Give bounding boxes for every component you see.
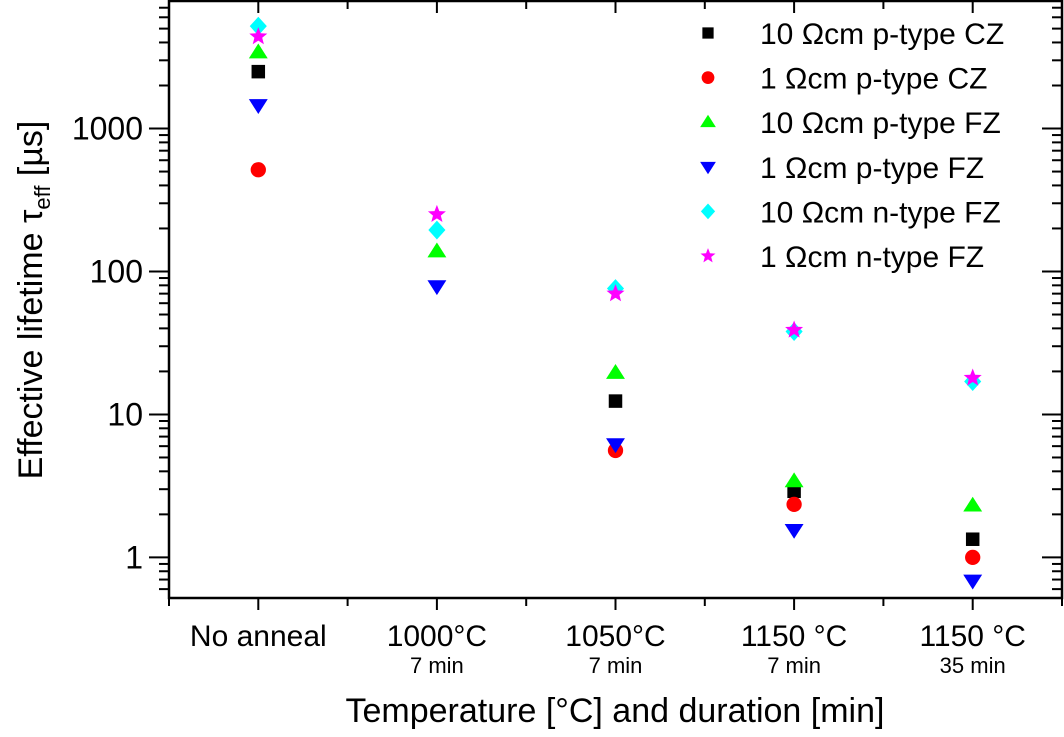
data-point-triangle-up: [784, 472, 804, 488]
x-tick-label: 1150 °C: [919, 620, 1026, 653]
data-point-triangle-down: [784, 523, 804, 539]
data-point-triangle-down: [248, 99, 268, 115]
legend-marker-circle: [701, 71, 715, 84]
data-point-triangle-down: [963, 574, 983, 590]
data-point-square: [787, 484, 801, 499]
data-point-triangle-down: [427, 280, 447, 296]
legend-marker-triangle-up: [700, 114, 716, 128]
data-point-star: [606, 284, 625, 302]
series-0: [251, 64, 980, 546]
legend-marker-diamond: [700, 203, 716, 220]
data-point-triangle-down: [606, 438, 625, 454]
y-axis-label: Effective lifetime τeff [µs]: [12, 121, 55, 480]
series-2: [248, 43, 983, 512]
series-3: [248, 99, 983, 590]
y-tick-label: 1000: [72, 111, 143, 147]
x-tick-label: No anneal: [190, 620, 327, 653]
y-axis-label-main: Effective lifetime τ: [12, 209, 50, 479]
x-tick-sublabel: 7 min: [589, 653, 643, 678]
legend-entry: 10 Ωcm p-type CZ: [702, 18, 1004, 51]
legend: 10 Ωcm p-type CZ 1 Ωcm p-type CZ 10 Ωcm p-…: [700, 18, 1004, 274]
legend-marker-square: [702, 27, 714, 39]
y-axis-label-unit: [µs]: [12, 121, 50, 186]
data-point-triangle-up: [427, 242, 447, 258]
data-point-star: [249, 27, 268, 45]
legend-label: 1 Ωcm n-type FZ: [760, 241, 984, 274]
x-tick-label: 1050°C: [565, 620, 665, 653]
data-point-triangle-up: [248, 43, 268, 59]
data-point-star: [963, 368, 982, 386]
data-point-star: [427, 204, 446, 222]
legend-marker-star: [700, 248, 716, 263]
y-tick-label: 1: [125, 539, 143, 575]
y-tick-label: 100: [90, 253, 143, 289]
data-point-square: [251, 64, 266, 79]
legend-entry: 10 Ωcm p-type FZ: [700, 107, 1001, 140]
data-point-star: [785, 320, 804, 338]
y-axis-label-sub: eff: [30, 185, 55, 210]
y-tick-label: 10: [107, 396, 143, 432]
x-tick-sublabel: 7 min: [410, 653, 464, 678]
legend-marker-triangle-down: [700, 161, 716, 175]
data-point-circle: [250, 162, 266, 178]
data-point-circle: [965, 549, 981, 566]
x-axis-label: Temperature [°C] and duration [min]: [346, 692, 885, 730]
x-tick-sublabel: 7 min: [767, 653, 821, 678]
data-point-square: [965, 532, 980, 546]
legend-entry: 1 Ωcm p-type CZ: [701, 63, 987, 96]
data-point-circle: [786, 496, 802, 513]
data-point-triangle-up: [606, 363, 625, 379]
legend-label: 1 Ωcm p-type FZ: [760, 152, 984, 185]
legend-label: 10 Ωcm p-type FZ: [760, 107, 1001, 140]
data-point-diamond: [249, 16, 267, 36]
x-tick-label: 1150 °C: [741, 620, 848, 653]
legend-entry: 10 Ωcm n-type FZ: [700, 196, 1001, 229]
legend-label: 1 Ωcm p-type CZ: [760, 63, 987, 96]
legend-entry: 1 Ωcm n-type FZ: [700, 241, 984, 274]
data-point-triangle-up: [963, 496, 983, 512]
data-points: [248, 16, 983, 590]
data-point-square: [608, 394, 623, 408]
series-5: [249, 27, 982, 386]
legend-label: 10 Ωcm n-type FZ: [760, 196, 1001, 229]
legend-entry: 1 Ωcm p-type FZ: [700, 152, 984, 185]
data-point-diamond: [428, 220, 446, 240]
legend-label: 10 Ωcm p-type CZ: [760, 18, 1004, 51]
x-tick-sublabel: 35 min: [940, 653, 1006, 678]
x-tick-label: 1000°C: [387, 620, 487, 653]
